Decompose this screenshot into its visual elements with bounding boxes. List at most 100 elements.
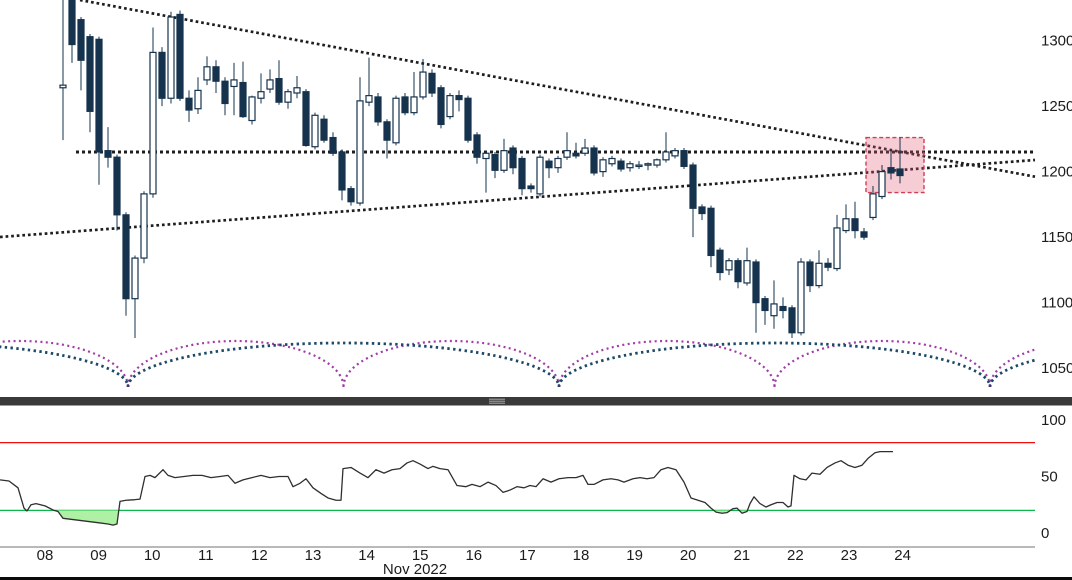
candle-down[interactable] xyxy=(509,145,517,175)
candle-down[interactable] xyxy=(437,85,445,129)
candle-down[interactable] xyxy=(788,305,796,338)
candle-up[interactable] xyxy=(662,132,670,163)
candle-up[interactable] xyxy=(149,27,157,198)
candle-up[interactable] xyxy=(635,161,643,169)
candle-down[interactable] xyxy=(221,77,229,116)
candle-down[interactable] xyxy=(239,61,247,118)
candle-down[interactable] xyxy=(896,137,904,184)
candle-down[interactable] xyxy=(689,162,697,238)
candle-down[interactable] xyxy=(464,95,472,143)
candle-down[interactable] xyxy=(428,69,436,97)
candle-down[interactable] xyxy=(518,155,526,196)
candle-up[interactable] xyxy=(284,89,292,109)
candle-up[interactable] xyxy=(500,138,508,173)
candle-up[interactable] xyxy=(410,72,418,116)
candle-up[interactable] xyxy=(230,62,238,116)
candle-up[interactable] xyxy=(653,158,661,168)
candle-up[interactable] xyxy=(869,186,877,221)
candle-up[interactable] xyxy=(833,214,841,272)
candle-down[interactable] xyxy=(824,258,832,272)
candle-down[interactable] xyxy=(347,186,355,206)
candle-up[interactable] xyxy=(293,75,301,99)
candle-down[interactable] xyxy=(302,89,310,147)
candle-up[interactable] xyxy=(266,69,274,94)
candle-up[interactable] xyxy=(203,56,211,86)
candle-down[interactable] xyxy=(338,149,346,201)
candle-down[interactable] xyxy=(752,259,760,333)
oscillator-panel[interactable] xyxy=(0,442,1035,526)
highlight-box[interactable] xyxy=(865,136,925,194)
candle-down[interactable] xyxy=(113,154,121,231)
candle-up[interactable] xyxy=(194,77,202,114)
candle-down[interactable] xyxy=(68,0,76,63)
candle-up[interactable] xyxy=(797,258,805,336)
candle-down[interactable] xyxy=(383,119,391,159)
candle-up[interactable] xyxy=(725,258,733,276)
candle-down[interactable] xyxy=(860,227,868,240)
candle-down[interactable] xyxy=(590,145,598,176)
candle-down[interactable] xyxy=(104,127,112,168)
candle-up[interactable] xyxy=(536,154,544,197)
trendlines[interactable] xyxy=(0,0,1036,239)
candle-down[interactable] xyxy=(734,258,742,289)
candle-down[interactable] xyxy=(527,183,535,193)
candle-down[interactable] xyxy=(887,149,895,180)
candle-down[interactable] xyxy=(185,90,193,122)
candle-up[interactable] xyxy=(248,95,256,125)
candle-up[interactable] xyxy=(59,0,67,141)
candle-down[interactable] xyxy=(158,47,166,107)
candlesticks[interactable] xyxy=(59,0,904,338)
candle-up[interactable] xyxy=(770,280,778,329)
candle-up[interactable] xyxy=(815,250,823,289)
candle-up[interactable] xyxy=(311,112,319,150)
candle-down[interactable] xyxy=(86,34,94,133)
candle-up[interactable] xyxy=(563,132,571,160)
candle-down[interactable] xyxy=(545,158,553,179)
candle-up[interactable] xyxy=(554,155,562,173)
pattern-highlight-box[interactable] xyxy=(865,136,925,194)
candle-up[interactable] xyxy=(419,58,427,100)
candle-down[interactable] xyxy=(374,93,382,126)
candle-up[interactable] xyxy=(365,57,373,107)
candle-down[interactable] xyxy=(473,132,481,164)
candle-up[interactable] xyxy=(446,93,454,120)
candle-up[interactable] xyxy=(842,204,850,234)
candle-up[interactable] xyxy=(392,95,400,146)
candle-up[interactable] xyxy=(644,162,652,171)
candle-down[interactable] xyxy=(455,90,463,112)
candle-up[interactable] xyxy=(878,165,886,200)
candle-down[interactable] xyxy=(401,93,409,116)
candle-down[interactable] xyxy=(572,142,580,159)
ascending-support-trendline[interactable] xyxy=(0,158,1036,239)
candle-up[interactable] xyxy=(599,157,607,177)
panel-splitter[interactable] xyxy=(0,397,1072,406)
candle-up[interactable] xyxy=(167,11,175,104)
candle-up[interactable] xyxy=(140,191,148,264)
candle-down[interactable] xyxy=(320,115,328,143)
candle-up[interactable] xyxy=(356,77,364,206)
candle-down[interactable] xyxy=(707,205,715,268)
candle-down[interactable] xyxy=(680,148,688,169)
candle-up[interactable] xyxy=(671,148,679,159)
candle-down[interactable] xyxy=(77,17,85,91)
candle-down[interactable] xyxy=(698,204,706,221)
candle-down[interactable] xyxy=(851,201,859,239)
candle-down[interactable] xyxy=(212,60,220,94)
candle-down[interactable] xyxy=(617,158,625,172)
candle-up[interactable] xyxy=(482,150,490,193)
splitter-bar[interactable] xyxy=(0,397,1072,406)
candle-up[interactable] xyxy=(743,247,751,286)
candle-down[interactable] xyxy=(806,259,814,293)
candle-down[interactable] xyxy=(761,296,769,325)
candle-down[interactable] xyxy=(275,60,283,105)
candle-up[interactable] xyxy=(626,161,634,172)
candle-up[interactable] xyxy=(257,73,265,104)
candle-down[interactable] xyxy=(716,247,724,281)
candle-down[interactable] xyxy=(95,36,103,185)
candle-down[interactable] xyxy=(491,151,499,179)
candle-up[interactable] xyxy=(581,138,589,156)
candle-down[interactable] xyxy=(122,212,130,316)
candle-down[interactable] xyxy=(329,132,337,156)
candle-down[interactable] xyxy=(779,297,787,319)
candle-up[interactable] xyxy=(131,255,139,338)
